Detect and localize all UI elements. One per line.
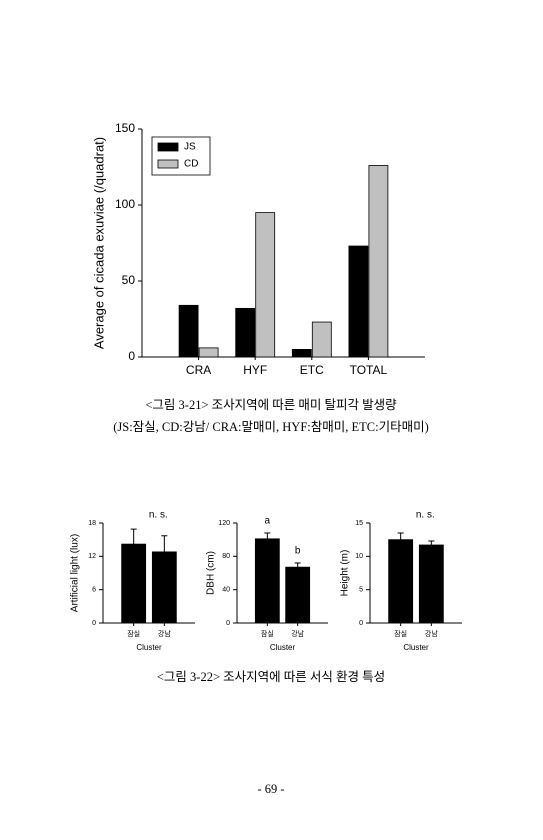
y-axis-label: Average of cicada exuviae (/quadrat)	[91, 137, 106, 349]
bar	[151, 551, 177, 624]
bar	[418, 544, 444, 624]
x-axis-label: Cluster	[136, 643, 162, 652]
y-tick-label: 15	[355, 520, 363, 527]
chart-title: n. s.	[149, 510, 168, 521]
bar	[255, 212, 276, 358]
x-tick-label: TOTAL	[350, 363, 388, 377]
legend-label: JS	[184, 142, 196, 153]
y-tick-label: 12	[88, 553, 96, 560]
bar	[254, 538, 280, 624]
bar	[368, 165, 389, 358]
x-tick-label: ETC	[300, 363, 324, 377]
bar	[291, 348, 312, 358]
legend-box	[151, 136, 211, 176]
x-axis-label: Cluster	[403, 643, 429, 652]
caption: (JS:잠실, CD:강남/ CRA:말매미, HYF:참매미, ETC:기타매…	[113, 420, 429, 434]
y-tick-label: 120	[218, 520, 230, 527]
y-tick-label: 150	[115, 121, 135, 135]
legend-label: CD	[184, 159, 198, 170]
bar-label: b	[295, 546, 301, 557]
y-tick-label: 40	[222, 587, 230, 594]
y-tick-label: 10	[355, 553, 363, 560]
bar	[178, 304, 199, 358]
y-tick-label: 6	[92, 587, 96, 594]
y-tick-label: 80	[222, 553, 230, 560]
legend-swatch	[157, 142, 179, 152]
x-tick-label: 잠실	[127, 629, 140, 638]
bar	[121, 543, 147, 624]
y-axis-label: Artificial light (lux)	[70, 534, 81, 612]
y-axis-label: DBH (cm)	[206, 551, 217, 595]
x-tick-label: 강남	[291, 629, 304, 638]
bar	[311, 321, 332, 358]
x-tick-label: 강남	[158, 629, 171, 638]
y-tick-label: 5	[359, 587, 363, 594]
bar	[348, 245, 369, 358]
caption: <그림 3-22> 조사지역에 따른 서식 환경 특성	[157, 670, 385, 684]
y-axis-label: Height (m)	[340, 550, 351, 597]
legend-swatch	[157, 159, 179, 169]
bar-label: a	[265, 516, 271, 527]
x-tick-label: 강남	[425, 629, 438, 638]
bar	[198, 347, 219, 358]
chart-title: n. s.	[416, 510, 435, 521]
x-tick-label: HYF	[243, 363, 267, 377]
x-tick-label: CRA	[186, 363, 211, 377]
y-tick-label: 50	[122, 273, 136, 287]
page-number: - 69 -	[257, 782, 284, 796]
y-tick-label: 0	[92, 620, 96, 627]
x-tick-label: 잠실	[394, 629, 407, 638]
y-tick-label: 0	[359, 620, 363, 627]
y-tick-label: 0	[128, 349, 135, 363]
bar	[235, 307, 256, 358]
x-tick-label: 잠실	[261, 629, 274, 638]
y-tick-label: 100	[115, 197, 135, 211]
bar	[388, 539, 414, 624]
bar	[285, 566, 311, 624]
caption: <그림 3-21> 조사지역에 따른 매미 탈피각 발생량	[145, 398, 397, 412]
x-axis-label: Cluster	[270, 643, 296, 652]
y-tick-label: 0	[226, 620, 230, 627]
y-tick-label: 18	[88, 520, 96, 527]
